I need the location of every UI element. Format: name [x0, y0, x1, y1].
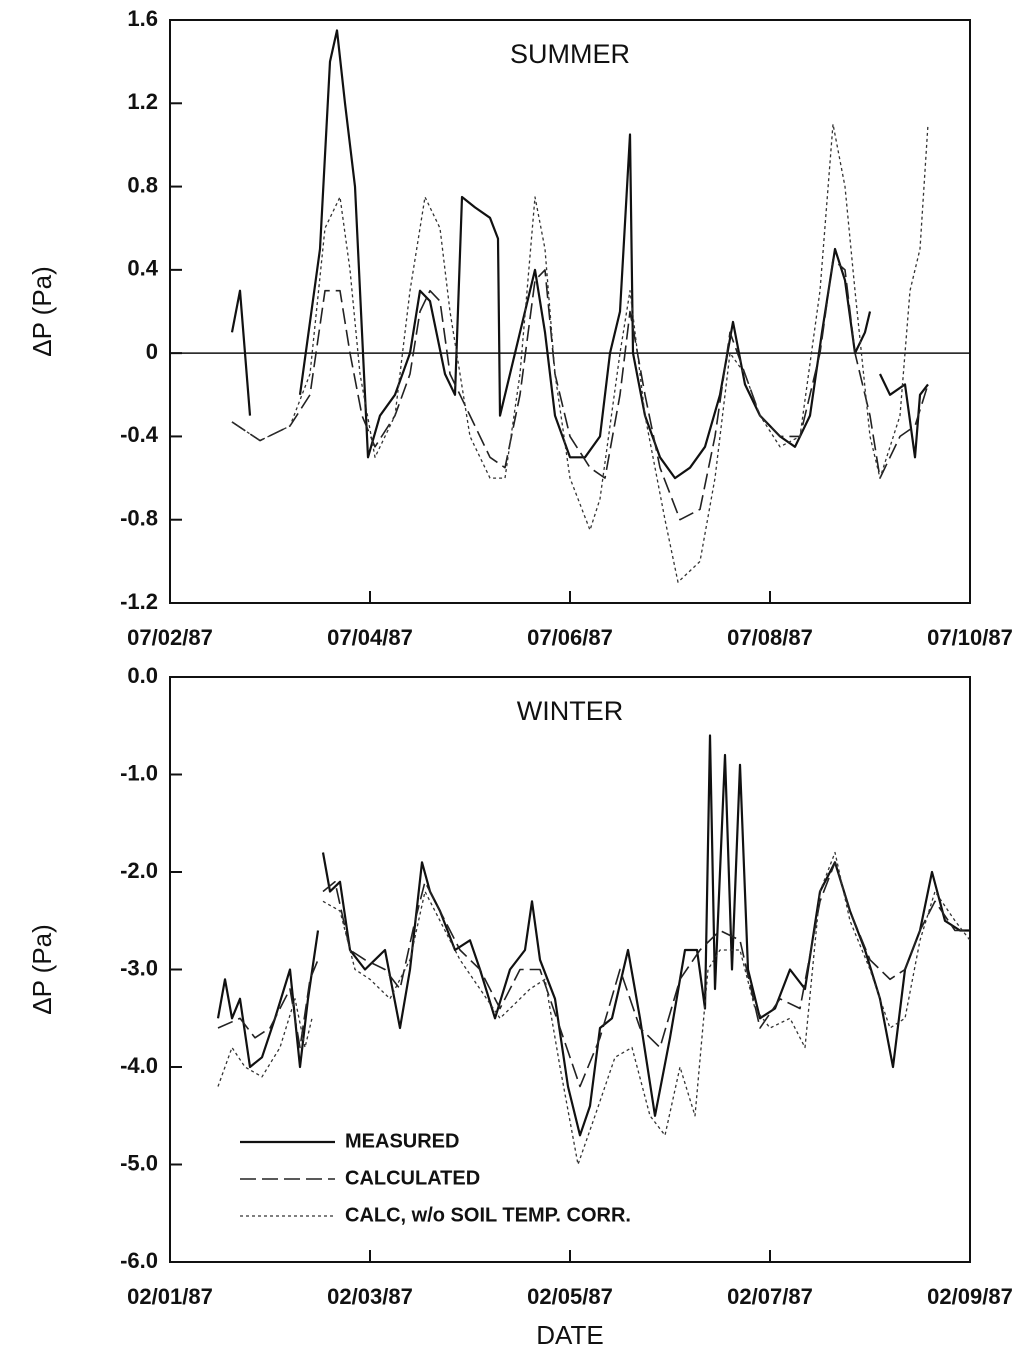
y-tick-label: 1.6: [127, 6, 158, 31]
y-tick-label: 1.2: [127, 89, 158, 114]
x-tick-label: 02/01/87: [127, 1284, 213, 1309]
y-tick-label: -1.0: [120, 760, 158, 785]
y-tick-label: -4.0: [120, 1053, 158, 1078]
legend-label: CALCULATED: [345, 1167, 480, 1189]
x-tick-label: 02/09/87: [927, 1284, 1013, 1309]
y-tick-label: -5.0: [120, 1150, 158, 1175]
chart-title: SUMMER: [510, 39, 630, 69]
y-tick-label: -0.8: [120, 506, 158, 531]
x-axis-title: DATE: [536, 1320, 603, 1350]
y-tick-label: -3.0: [120, 955, 158, 980]
y-tick-label: 0.4: [127, 256, 158, 281]
x-tick-label: 07/02/87: [127, 625, 213, 650]
legend-label: CALC, w/o SOIL TEMP. CORR.: [345, 1204, 631, 1226]
y-axis-title: ΔP (Pa): [27, 266, 57, 357]
legend-label: MEASURED: [345, 1130, 459, 1152]
x-tick-label: 07/04/87: [327, 625, 413, 650]
x-tick-label: 07/10/87: [927, 625, 1013, 650]
data-line: [217, 861, 970, 1088]
y-tick-label: -2.0: [120, 858, 158, 883]
x-tick-label: 02/03/87: [327, 1284, 413, 1309]
data-line: [231, 258, 929, 521]
x-tick-label: 02/07/87: [727, 1284, 813, 1309]
x-tick-label: 07/08/87: [727, 625, 813, 650]
data-line: [216, 734, 970, 1137]
data-line: [231, 123, 929, 583]
data-line: [230, 29, 929, 480]
y-tick-label: 0: [146, 339, 158, 364]
y-tick-label: -1.2: [120, 589, 158, 614]
y-tick-label: 0.0: [127, 663, 158, 688]
y-tick-label: -6.0: [120, 1248, 158, 1273]
x-tick-label: 02/05/87: [527, 1284, 613, 1309]
x-tick-label: 07/06/87: [527, 625, 613, 650]
y-tick-label: -0.4: [120, 422, 159, 447]
data-line: [217, 851, 971, 1166]
chart-title: WINTER: [517, 696, 623, 726]
y-axis-title: ΔP (Pa): [27, 924, 57, 1015]
y-tick-label: 0.8: [127, 172, 158, 197]
